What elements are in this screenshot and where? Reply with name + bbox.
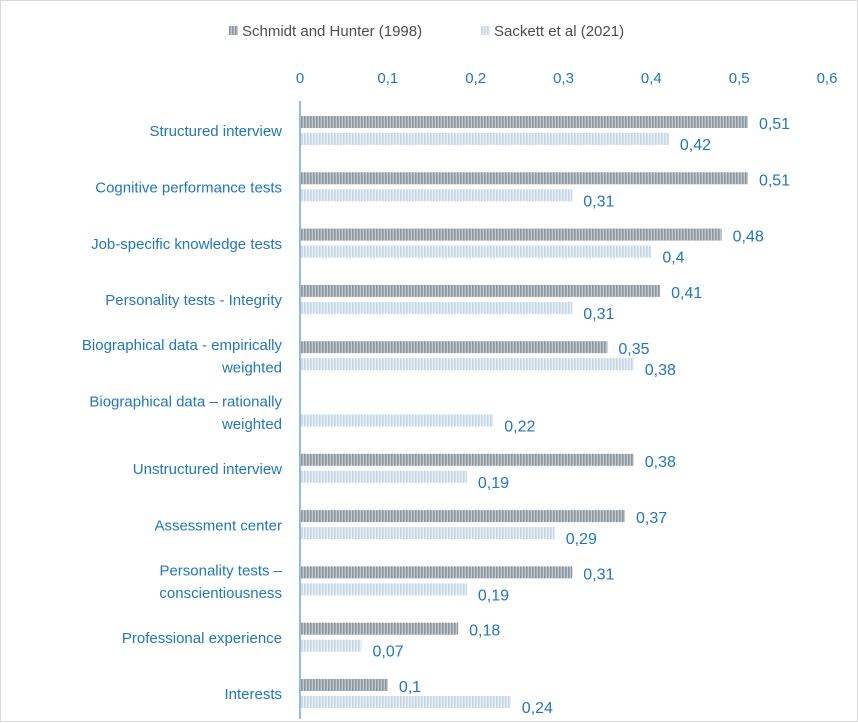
value-label-series-0: 0,48	[733, 229, 764, 246]
legend-swatch-0	[229, 26, 238, 35]
category-label: Interests	[224, 686, 282, 703]
bar-series-0	[301, 510, 625, 523]
bar-series-1	[301, 301, 573, 314]
category-axis: Structured interview Cognitive performanc…	[82, 123, 283, 703]
category-label: Biographical data – rationally	[89, 393, 282, 410]
category-label: Professional experience	[122, 630, 282, 647]
category-label: Unstructured interview	[133, 461, 282, 478]
x-tick-label: 0,2	[465, 70, 486, 87]
value-label-series-0: 0,18	[469, 623, 500, 640]
bar-series-0	[301, 284, 661, 297]
value-label-series-0: 0,37	[636, 510, 667, 527]
bar-series-0	[301, 566, 573, 579]
bars	[301, 116, 748, 708]
value-label-series-1: 0,22	[504, 419, 535, 436]
bar-series-0	[301, 453, 634, 466]
category-label: Structured interview	[149, 123, 282, 140]
bar-series-0	[301, 172, 748, 185]
value-label-series-1: 0,29	[566, 531, 597, 548]
x-tick-label: 0,1	[377, 70, 398, 87]
x-tick-label: 0,4	[641, 70, 662, 87]
bar-series-1	[301, 639, 362, 652]
value-label-series-1: 0,07	[372, 644, 403, 661]
value-label-series-0: 0,41	[671, 285, 702, 302]
legend-swatch-1	[481, 26, 490, 35]
category-label: conscientiousness	[159, 585, 282, 602]
value-label-series-0: 0,31	[583, 566, 614, 583]
value-label-series-0: 0,35	[618, 341, 649, 358]
legend-label-0: Schmidt and Hunter (1998)	[242, 23, 422, 40]
value-label-series-0: 0,38	[645, 454, 676, 471]
bar-series-0	[301, 679, 388, 691]
bar-series-1	[301, 696, 511, 708]
bar-series-0	[301, 622, 459, 635]
category-label: Job-specific knowledge tests	[91, 236, 282, 253]
category-label: Personality tests –	[159, 562, 282, 579]
legend: Schmidt and Hunter (1998) Sackett et al (…	[229, 23, 624, 40]
bar-series-1	[301, 358, 634, 371]
legend-label-1: Sackett et al (2021)	[494, 23, 624, 40]
category-label: Assessment center	[154, 517, 282, 534]
bar-series-1	[301, 583, 467, 596]
bar-series-0	[301, 228, 722, 241]
value-label-series-1: 0,31	[583, 193, 614, 210]
value-label-series-1: 0,4	[662, 250, 684, 267]
value-label-series-1: 0,19	[478, 587, 509, 604]
bar-series-1	[301, 470, 467, 483]
value-label-series-1: 0,42	[680, 137, 711, 154]
category-label: Personality tests - Integrity	[105, 292, 282, 309]
category-label: weighted	[221, 416, 282, 433]
value-label-series-1: 0,38	[645, 362, 676, 379]
x-axis: 0 0,1 0,2 0,3 0,4 0,5 0,6	[296, 70, 838, 719]
category-label: Biographical data - empirically	[82, 337, 283, 354]
bar-series-1	[301, 133, 669, 145]
category-label: Cognitive performance tests	[95, 179, 282, 196]
x-tick-label: 0	[296, 70, 304, 87]
bar-series-1	[301, 527, 555, 540]
value-label-series-0: 0,1	[399, 679, 421, 696]
bar-series-1	[301, 189, 573, 202]
bar-series-0	[301, 341, 608, 354]
value-label-series-1: 0,31	[583, 306, 614, 323]
value-label-series-0: 0,51	[759, 172, 790, 189]
x-tick-label: 0,6	[817, 70, 838, 87]
value-label-series-1: 0,24	[522, 700, 553, 717]
x-tick-label: 0,5	[729, 70, 750, 87]
value-labels: 0,51 0,42 0,51 0,31 0,48 0,4 0,41 0,31 0,35 0,38 0…	[372, 116, 790, 717]
category-label: weighted	[221, 360, 282, 377]
bar-series-1	[301, 245, 652, 258]
value-label-series-0: 0,51	[759, 116, 790, 133]
bar-series-0	[301, 116, 748, 128]
bar-series-1	[301, 414, 494, 427]
value-label-series-1: 0,19	[478, 475, 509, 492]
x-tick-label: 0,3	[553, 70, 574, 87]
